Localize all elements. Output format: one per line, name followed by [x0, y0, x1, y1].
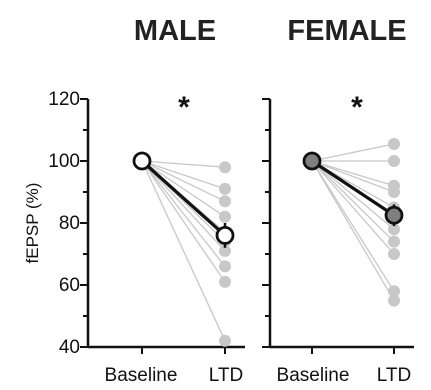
individual-line-female-0: [311, 143, 395, 162]
individual-point-ltd-female-7: [388, 235, 400, 248]
individual-line-male-0: [141, 160, 226, 168]
individual-point-ltd-female-8: [388, 248, 400, 260]
x-category-label-ltd-male: LTD: [209, 365, 243, 386]
mean-point-baseline-female: [302, 151, 322, 171]
individual-point-ltd-male-3: [219, 210, 231, 223]
individual-line-male-8: [141, 160, 226, 283]
x-category-label-baseline-male: Baseline: [105, 365, 178, 386]
individual-point-ltd-male-8: [219, 275, 231, 288]
individual-point-ltd-male-0: [219, 161, 231, 174]
y-axis-label: fEPSP (%): [23, 183, 42, 264]
individual-line-male-1: [141, 160, 226, 190]
individual-point-ltd-male-9: [219, 334, 231, 347]
mean-point-baseline-male: [132, 151, 152, 171]
y-tick-label-100: 100: [48, 151, 80, 172]
individual-line-male-9: [141, 160, 226, 342]
x-category-label-baseline-female: Baseline: [277, 365, 350, 386]
mean-line-female: [311, 159, 395, 217]
x-category-label-ltd-female: LTD: [377, 365, 411, 386]
individual-point-ltd-female-3: [388, 186, 400, 198]
individual-point-ltd-female-10: [388, 294, 400, 307]
mean-point-ltd-male: [215, 225, 235, 245]
y-tick-label-40: 40: [59, 337, 80, 358]
panel-title-female: FEMALE: [287, 15, 406, 47]
individual-point-ltd-female-0: [388, 137, 400, 150]
individual-line-male-3: [141, 160, 226, 218]
individual-line-male-2: [141, 160, 226, 202]
y-tick-label-80: 80: [59, 213, 80, 234]
individual-line-female-10: [311, 160, 395, 301]
significance-star-female: *: [351, 91, 363, 124]
mean-point-ltd-female: [384, 205, 404, 225]
individual-line-female-8: [311, 160, 395, 255]
plot-layer: [80, 98, 414, 354]
y-tick-label-60: 60: [59, 275, 80, 296]
individual-line-female-9: [311, 160, 395, 292]
individual-line-female-2: [311, 160, 395, 187]
individual-line-female-6: [311, 160, 395, 230]
individual-line-male-7: [141, 160, 226, 267]
individual-line-female-7: [311, 160, 395, 243]
individual-line-male-6: [141, 160, 226, 252]
y-tick-label-120: 120: [48, 89, 80, 110]
significance-star-male: *: [178, 91, 190, 124]
individual-point-ltd-female-1: [388, 155, 400, 167]
individual-point-ltd-male-7: [219, 260, 231, 273]
mean-line-male: [140, 159, 227, 237]
panel-title-male: MALE: [134, 15, 216, 47]
individual-point-ltd-male-2: [219, 195, 231, 208]
individual-line-female-3: [311, 160, 395, 193]
individual-point-ltd-male-1: [219, 182, 231, 195]
